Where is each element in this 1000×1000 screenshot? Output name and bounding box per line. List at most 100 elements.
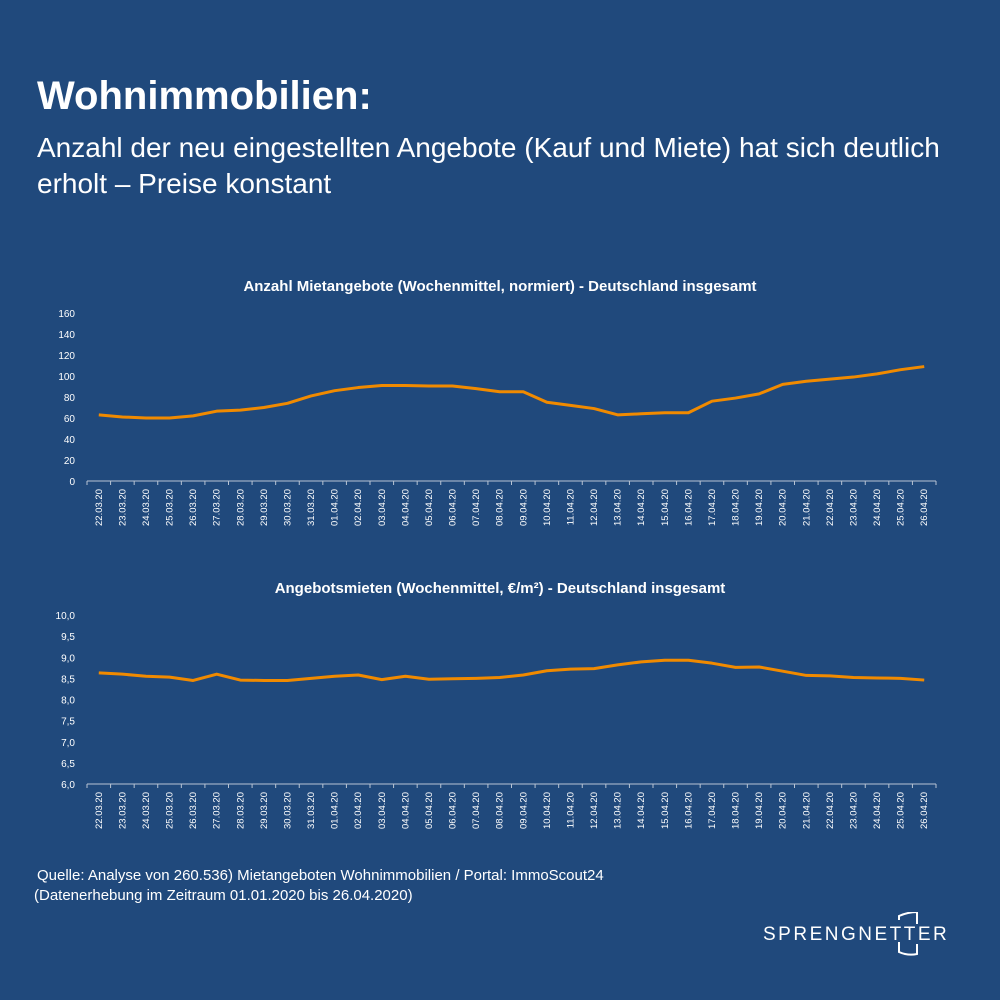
x-tick-label: 26.04.20	[919, 489, 930, 526]
y-tick-label: 120	[58, 351, 75, 362]
x-tick-label: 30.03.20	[282, 792, 293, 829]
x-tick-label: 05.04.20	[424, 792, 435, 829]
y-tick-label: 7,5	[61, 717, 75, 728]
x-tick-label: 24.04.20	[872, 489, 883, 526]
y-tick-label: 6,5	[61, 759, 75, 770]
y-tick-label: 60	[64, 414, 76, 425]
y-tick-label: 0	[69, 477, 75, 488]
page-title: Wohnimmobilien:	[37, 74, 372, 118]
x-tick-label: 05.04.20	[424, 489, 435, 526]
x-tick-label: 31.03.20	[306, 489, 317, 526]
x-tick-label: 09.04.20	[518, 792, 529, 829]
x-tick-label: 04.04.20	[400, 489, 411, 526]
logo-bracket-icon	[898, 912, 918, 956]
logo-text: SPRENGNETTER	[763, 924, 950, 945]
x-tick-label: 14.04.20	[636, 489, 647, 526]
x-tick-label: 24.03.20	[141, 792, 152, 829]
x-tick-label: 27.03.20	[212, 489, 223, 526]
x-tick-label: 13.04.20	[613, 792, 624, 829]
x-tick-label: 03.04.20	[377, 489, 388, 526]
x-tick-label: 21.04.20	[801, 489, 812, 526]
x-tick-label: 26.03.20	[188, 792, 199, 829]
x-tick-label: 15.04.20	[660, 489, 671, 526]
y-tick-label: 8,5	[61, 674, 75, 685]
y-tick-label: 100	[58, 372, 75, 383]
x-tick-label: 08.04.20	[495, 792, 506, 829]
x-tick-label: 23.03.20	[117, 489, 128, 526]
x-tick-label: 01.04.20	[330, 792, 341, 829]
x-tick-label: 20.04.20	[778, 489, 789, 526]
x-tick-label: 13.04.20	[613, 489, 624, 526]
x-tick-label: 19.04.20	[754, 489, 765, 526]
x-tick-label: 26.03.20	[188, 489, 199, 526]
y-tick-label: 140	[58, 330, 75, 341]
source-line-2: (Datenerhebung im Zeitraum 01.01.2020 bi…	[34, 887, 413, 904]
y-tick-label: 9,5	[61, 632, 75, 643]
x-tick-label: 20.04.20	[778, 792, 789, 829]
x-tick-label: 27.03.20	[212, 792, 223, 829]
x-tick-label: 11.04.20	[565, 489, 576, 525]
x-tick-label: 12.04.20	[589, 792, 600, 829]
x-tick-label: 04.04.20	[400, 792, 411, 829]
source-note: Quelle: Analyse von 260.536) Mietangebot…	[34, 866, 604, 906]
x-tick-label: 25.04.20	[896, 489, 907, 526]
x-tick-label: 22.04.20	[825, 792, 836, 829]
y-tick-label: 80	[64, 393, 76, 404]
x-tick-label: 23.04.20	[848, 489, 859, 526]
x-tick-label: 18.04.20	[731, 792, 742, 829]
x-tick-label: 19.04.20	[754, 792, 765, 829]
x-tick-label: 17.04.20	[707, 489, 718, 526]
x-tick-label: 06.04.20	[448, 792, 459, 829]
x-tick-label: 23.03.20	[117, 792, 128, 829]
x-tick-label: 07.04.20	[471, 792, 482, 829]
x-tick-label: 02.04.20	[353, 792, 364, 829]
x-tick-label: 03.04.20	[377, 792, 388, 829]
x-tick-label: 09.04.20	[518, 489, 529, 526]
source-line-1: Quelle: Analyse von 260.536) Mietangebot…	[37, 867, 604, 884]
x-tick-label: 25.03.20	[165, 489, 176, 526]
y-tick-label: 6,0	[61, 780, 75, 791]
y-tick-label: 160	[58, 309, 75, 320]
x-tick-label: 10.04.20	[542, 792, 553, 829]
x-tick-label: 28.03.20	[235, 489, 246, 526]
x-tick-label: 24.04.20	[872, 792, 883, 829]
y-tick-label: 9,0	[61, 653, 75, 664]
x-tick-label: 16.04.20	[683, 489, 694, 526]
sprengnetter-logo: SPRENGNETTER	[763, 912, 948, 957]
x-tick-label: 29.03.20	[259, 489, 270, 526]
x-tick-label: 23.04.20	[848, 792, 859, 829]
chart1-title: Anzahl Mietangebote (Wochenmittel, normi…	[243, 278, 757, 295]
x-tick-label: 25.04.20	[896, 792, 907, 829]
x-tick-label: 18.04.20	[731, 489, 742, 526]
x-tick-label: 11.04.20	[565, 792, 576, 828]
x-tick-label: 25.03.20	[165, 792, 176, 829]
x-tick-label: 22.03.20	[94, 792, 105, 829]
x-tick-label: 10.04.20	[542, 489, 553, 526]
y-tick-label: 20	[64, 456, 76, 467]
y-tick-label: 40	[64, 435, 76, 446]
chart2-title: Angebotsmieten (Wochenmittel, €/m²) - De…	[274, 580, 726, 597]
x-tick-label: 29.03.20	[259, 792, 270, 829]
x-tick-label: 31.03.20	[306, 792, 317, 829]
x-tick-label: 22.04.20	[825, 489, 836, 526]
x-tick-label: 16.04.20	[683, 792, 694, 829]
y-tick-label: 8,0	[61, 696, 75, 707]
page-subtitle: Anzahl der neu eingestellten Angebote (K…	[37, 132, 940, 199]
x-tick-label: 28.03.20	[235, 792, 246, 829]
y-tick-label: 10,0	[56, 611, 76, 622]
x-tick-label: 12.04.20	[589, 489, 600, 526]
x-tick-label: 07.04.20	[471, 489, 482, 526]
x-tick-label: 01.04.20	[330, 489, 341, 526]
x-tick-label: 22.03.20	[94, 489, 105, 526]
x-tick-label: 02.04.20	[353, 489, 364, 526]
x-tick-label: 24.03.20	[141, 489, 152, 526]
x-tick-label: 15.04.20	[660, 792, 671, 829]
x-tick-label: 08.04.20	[495, 489, 506, 526]
x-tick-label: 21.04.20	[801, 792, 812, 829]
x-tick-label: 26.04.20	[919, 792, 930, 829]
x-tick-label: 06.04.20	[448, 489, 459, 526]
series-line	[98, 365, 925, 420]
x-tick-label: 14.04.20	[636, 792, 647, 829]
series-line	[98, 658, 925, 682]
